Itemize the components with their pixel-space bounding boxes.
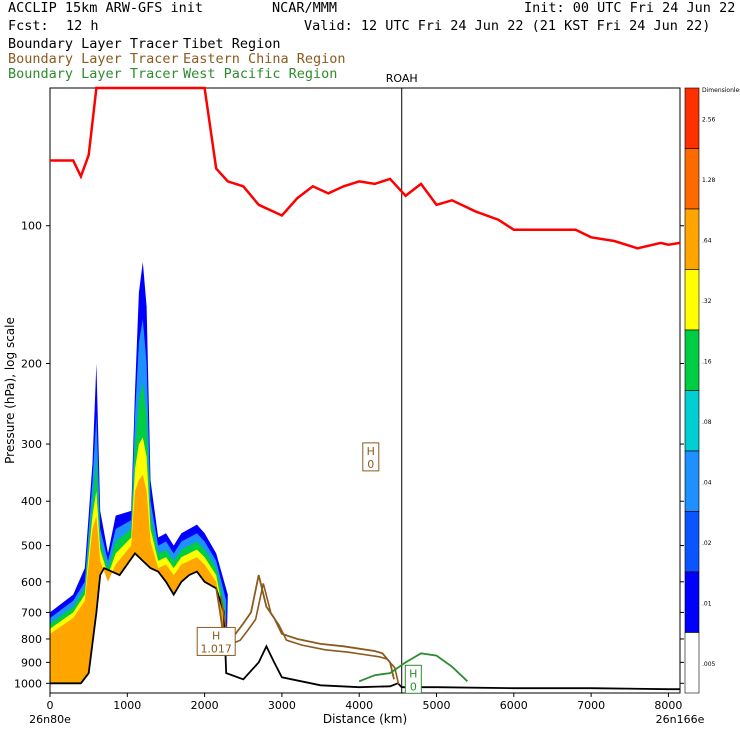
colorbar-swatch-8: [684, 571, 700, 633]
series-line-3-dash: [358, 652, 468, 682]
colorbar-swatch-5: [684, 390, 700, 452]
header-fcst-value: 12 h: [66, 18, 99, 34]
colorbar-swatch-6: [684, 450, 700, 512]
colorbar-label-6: .32: [702, 298, 712, 305]
colorbar-label-9: 2.56: [702, 116, 716, 123]
y-tick-label-300: 300: [21, 438, 42, 451]
x-axis-label: Distance (km): [323, 712, 407, 726]
y-tick-label-100: 100: [21, 220, 42, 233]
x-end-label: 26n166e: [656, 713, 705, 726]
legend-westpacific-region: West Pacific Region: [183, 66, 338, 82]
colorbar-label-1: .01: [702, 600, 712, 607]
colorbar-swatch-0: [684, 87, 700, 149]
y-tick-label-500: 500: [21, 540, 42, 553]
legend-westpacific-prefix: Boundary Layer Tracer: [8, 66, 179, 82]
colorbar-label-0: .005: [702, 661, 716, 668]
high-marker-symbol-0: H: [367, 445, 375, 458]
header-org: NCAR/MMM: [272, 0, 338, 16]
high-marker-box-0: [362, 442, 380, 472]
colorbar-label-7: .64: [702, 237, 712, 244]
colorbar-label-2: .02: [702, 540, 712, 547]
header-model: ACCLIP 15km ARW-GFS init: [8, 0, 204, 16]
colorbar-label-8: 1.28: [702, 177, 716, 184]
colorbar-label-3: .04: [702, 479, 712, 486]
y-axis-label: Pressure (hPa), log scale: [3, 317, 17, 464]
header-valid: Valid: 12 UTC Fri 24 Jun 22 (21 KST Fri …: [304, 18, 711, 34]
colorbar-swatch-2: [684, 208, 700, 270]
header-fcst-label: Fcst:: [8, 18, 49, 34]
legend-eastchina-prefix: Boundary Layer Tracer: [8, 51, 179, 67]
tracer-fill-level-4: [50, 474, 227, 684]
high-marker-value-1: 1.017: [200, 642, 232, 655]
y-tick-label-600: 600: [21, 576, 42, 589]
x-tick-label-8000: 8000: [654, 699, 682, 712]
series-line-0: [50, 86, 681, 250]
colorbar-swatch-1: [684, 148, 700, 210]
y-tick-label-400: 400: [21, 495, 42, 508]
high-marker-box-1: [196, 626, 236, 656]
x-tick-label-7000: 7000: [577, 699, 605, 712]
high-marker-symbol-1: H: [212, 629, 220, 642]
series-line-2-b: [220, 583, 400, 685]
colorbar-swatch-7: [684, 511, 700, 573]
x-tick-label-1000: 1000: [113, 699, 141, 712]
colorbar-label-5: .16: [702, 358, 712, 365]
series-line-1: [50, 552, 680, 691]
header-init: Init: 00 UTC Fri 24 Jun 22: [524, 0, 736, 16]
colorbar-swatch-9: [684, 632, 700, 694]
high-marker-symbol-2: H: [409, 667, 417, 680]
colorbar-label-10: Dimensionless: [702, 87, 740, 94]
high-marker-box-2: [404, 664, 422, 694]
plot-frame: [49, 87, 681, 694]
high-marker-value-2: 0: [410, 680, 417, 693]
y-tick-label-900: 900: [21, 656, 42, 669]
y-tick-label-200: 200: [21, 357, 42, 370]
x-tick-label-2000: 2000: [191, 699, 219, 712]
x-start-label: 26n80e: [29, 713, 71, 726]
legend-tibet-region: Tibet Region: [183, 36, 281, 52]
legend-eastchina-region: Eastern China Region: [183, 51, 346, 67]
colorbar-swatch-3: [684, 269, 700, 331]
colorbar-swatch-4: [684, 329, 700, 391]
legend-tibet-prefix-text: Boundary Layer Tracer: [8, 36, 179, 52]
colorbar-label-4: .08: [702, 419, 712, 426]
series-line-2: [215, 574, 395, 680]
x-tick-label-6000: 6000: [500, 699, 528, 712]
x-tick-label-4000: 4000: [345, 699, 373, 712]
y-tick-label-1000: 1000: [14, 677, 42, 690]
x-tick-label-3000: 3000: [268, 699, 296, 712]
x-tick-label-0: 0: [47, 699, 54, 712]
y-tick-label-700: 700: [21, 606, 42, 619]
y-tick-label-800: 800: [21, 633, 42, 646]
high-marker-value-0: 0: [367, 458, 374, 471]
reference-line-label: ROAH: [386, 72, 418, 85]
x-tick-label-5000: 5000: [423, 699, 451, 712]
